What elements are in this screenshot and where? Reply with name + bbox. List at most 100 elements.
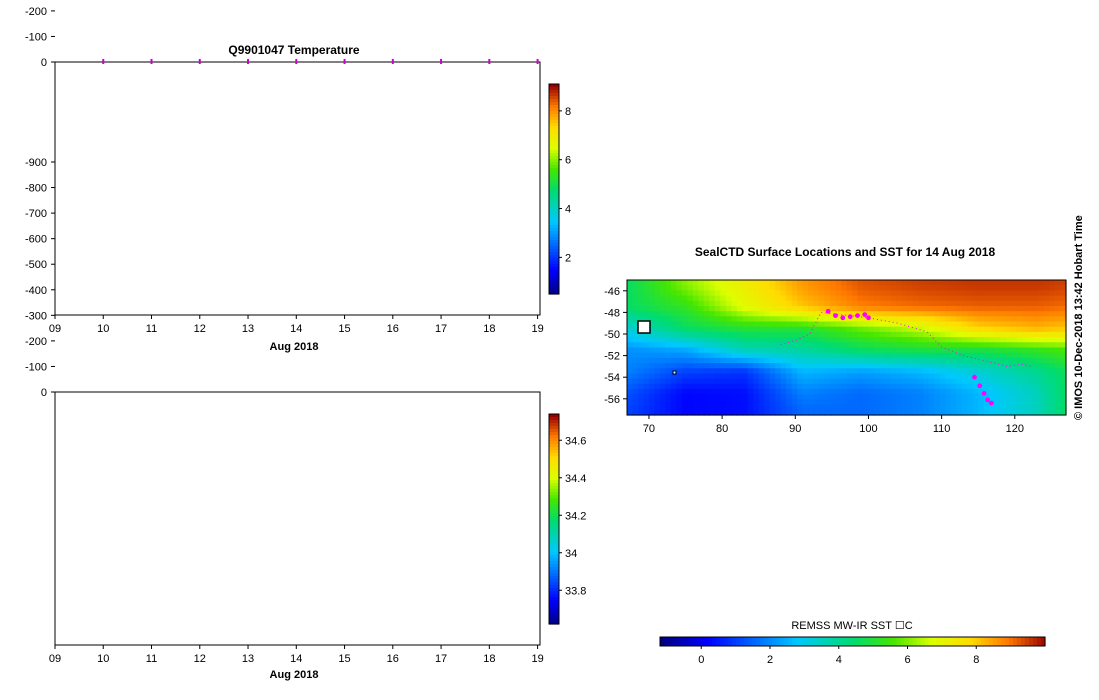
sst-cell <box>676 337 683 343</box>
sst-cell <box>1011 373 1018 380</box>
sst-cell <box>786 316 793 323</box>
sst-cell <box>967 337 974 343</box>
sst-cell <box>1005 331 1012 338</box>
sst-cell <box>736 352 743 359</box>
sst-cell <box>989 316 996 323</box>
sst-cell <box>665 311 672 317</box>
sst-cell <box>769 378 776 385</box>
sst-cell <box>967 383 974 390</box>
sst-cell <box>638 368 645 375</box>
x-tick-label: 13 <box>242 323 254 335</box>
sst-cell <box>747 295 754 302</box>
colorbar-swatch <box>549 285 559 289</box>
sst-cell <box>659 373 666 380</box>
colorbar-swatch <box>549 273 559 277</box>
sst-cell <box>676 311 683 317</box>
sst-cell <box>824 383 831 390</box>
sst-cell <box>1049 311 1056 317</box>
colorbar-swatch <box>549 450 559 454</box>
sst-cell <box>742 290 749 297</box>
sst-cell <box>676 373 683 380</box>
sst-cell <box>906 378 913 385</box>
sst-cell <box>714 311 721 317</box>
sst-cell <box>643 373 650 380</box>
sst-cell <box>714 368 721 375</box>
sst-cell <box>665 280 672 286</box>
sst-cell <box>731 352 738 359</box>
sst-cell <box>786 311 793 317</box>
sst-cell <box>1038 383 1045 390</box>
sst-cell <box>917 389 924 395</box>
sst-cell <box>769 357 776 364</box>
sst-cell <box>824 373 831 380</box>
sst-cell <box>638 342 645 349</box>
sst-cell <box>1049 280 1056 286</box>
sst-cell <box>1022 347 1029 354</box>
sst-cell <box>775 383 782 390</box>
sst-cell <box>1027 280 1034 286</box>
sst-cell <box>692 285 699 291</box>
sst-cell <box>961 347 968 354</box>
sst-cell <box>714 363 721 369</box>
sst-cell <box>681 378 688 385</box>
sst-cell <box>786 404 793 411</box>
sst-cell <box>857 285 864 291</box>
sst-cell <box>698 285 705 291</box>
sst-cell <box>830 347 837 354</box>
sst-cell <box>1027 404 1034 411</box>
sst-cell <box>994 363 1001 369</box>
sst-cell <box>989 383 996 390</box>
sst-cell <box>665 285 672 291</box>
sst-cell <box>939 300 946 307</box>
colorbar-swatch <box>549 567 559 571</box>
sst-cell <box>1027 394 1034 400</box>
sst-cell <box>659 295 666 302</box>
sst-cell <box>912 316 919 323</box>
sst-colorbar-swatch <box>856 637 862 646</box>
sst-cell <box>906 285 913 291</box>
sst-colorbar-swatch <box>680 637 685 646</box>
sst-cell <box>895 280 902 286</box>
temperature-profile-markers <box>102 59 539 64</box>
sst-cell <box>1033 357 1040 364</box>
sst-cell <box>879 378 886 385</box>
sst-cell <box>978 331 985 338</box>
sst-cell <box>961 373 968 380</box>
colorbar-swatch <box>549 234 559 238</box>
sst-cell <box>714 352 721 359</box>
sst-cell <box>852 295 859 302</box>
sst-cell <box>627 352 634 359</box>
sst-colorbar-swatch <box>808 637 813 646</box>
sst-cell <box>627 311 634 317</box>
sst-cell <box>917 363 924 369</box>
sst-cell <box>890 357 897 364</box>
sst-cell <box>1060 300 1067 307</box>
sst-cell <box>632 321 639 328</box>
sst-cell <box>873 404 880 411</box>
sst-cell <box>835 280 842 286</box>
sst-cell <box>627 290 634 297</box>
sst-cell <box>1055 331 1062 338</box>
sst-cell <box>1038 352 1045 359</box>
sst-cell <box>649 357 656 364</box>
sst-cell <box>698 326 705 333</box>
sst-cell <box>775 378 782 385</box>
sst-colorbar-swatch <box>864 637 870 646</box>
sst-cell <box>1011 352 1018 359</box>
sst-cell <box>945 295 952 302</box>
sst-cell <box>758 373 765 380</box>
sst-cell <box>725 404 732 411</box>
sst-cell <box>797 290 804 297</box>
sst-cell <box>747 321 754 328</box>
sst-cell <box>808 383 815 390</box>
sst-cell <box>780 409 787 416</box>
sst-cell <box>670 399 677 406</box>
sst-cell <box>742 357 749 364</box>
sst-cell <box>868 389 875 395</box>
x-tick-label: 14 <box>290 323 302 335</box>
sst-cell <box>868 295 875 302</box>
sst-cell <box>654 321 661 328</box>
sst-cell <box>830 337 837 343</box>
sst-cell <box>989 300 996 307</box>
sst-cell <box>939 285 946 291</box>
